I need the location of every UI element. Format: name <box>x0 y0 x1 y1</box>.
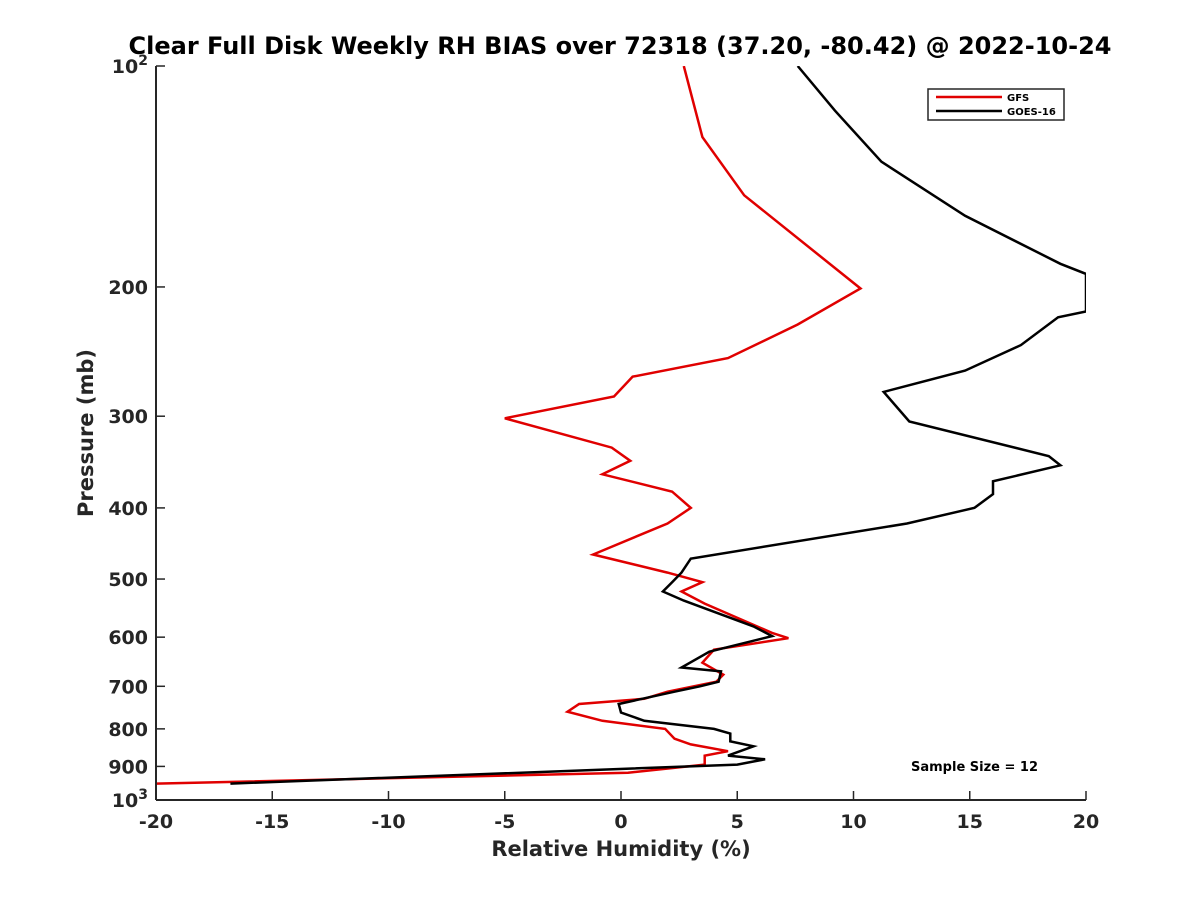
y-tick-label: 300 <box>108 406 148 428</box>
y-tick-label: 103 <box>112 787 148 812</box>
y-tick-label: 102 <box>112 53 148 78</box>
y-ticks: 102 200 300 400 500 600 700 800 900 103 <box>108 53 165 812</box>
x-tick-label: 15 <box>957 811 983 833</box>
legend-label-gfs: GFS <box>1007 93 1029 104</box>
x-tick-label: 10 <box>840 811 866 833</box>
legend-label-goes16: GOES-16 <box>1007 107 1056 118</box>
series-line-goes16 <box>230 66 1086 785</box>
y-tick-label: 600 <box>108 627 148 649</box>
x-ticks: -20 -15 -10 -5 0 5 10 15 20 <box>139 791 1099 833</box>
y-tick-label: 500 <box>108 569 148 591</box>
x-tick-label: 5 <box>731 811 744 833</box>
chart-title: Clear Full Disk Weekly RH BIAS over 7231… <box>129 32 1112 60</box>
x-tick-label: 0 <box>614 811 627 833</box>
y-tick-label: 800 <box>108 719 148 741</box>
legend: GFS GOES-16 <box>927 88 1065 121</box>
y-tick-label: 200 <box>108 277 148 299</box>
sample-size-annotation: Sample Size = 12 <box>911 760 1038 775</box>
y-tick-label: 400 <box>108 498 148 520</box>
y-axis-label: Pressure (mb) <box>74 349 98 517</box>
x-tick-label: -10 <box>371 811 405 833</box>
series-layer <box>156 66 1086 785</box>
legend-box <box>927 88 1065 121</box>
y-tick-label: 700 <box>108 676 148 698</box>
x-axis-label: Relative Humidity (%) <box>491 837 750 861</box>
x-tick-label: -15 <box>255 811 289 833</box>
x-tick-label: -20 <box>139 811 173 833</box>
x-tick-label: 20 <box>1073 811 1099 833</box>
y-tick-label: 900 <box>108 756 148 778</box>
x-tick-label: -5 <box>494 811 515 833</box>
series-line-gfs <box>156 66 863 785</box>
plot-frame <box>156 66 1086 800</box>
